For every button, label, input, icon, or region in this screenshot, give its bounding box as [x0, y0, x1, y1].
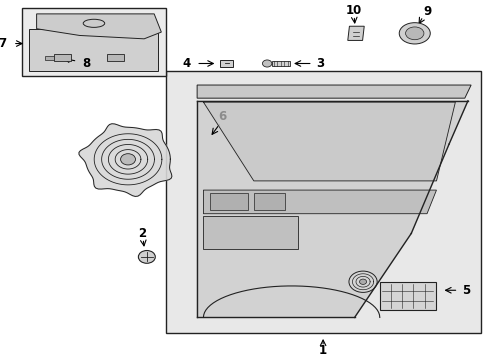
Polygon shape — [197, 101, 467, 318]
Text: 2: 2 — [138, 227, 146, 240]
Polygon shape — [347, 26, 364, 40]
Text: 1: 1 — [318, 345, 326, 357]
Polygon shape — [45, 56, 54, 60]
Polygon shape — [203, 102, 454, 181]
Polygon shape — [29, 29, 158, 71]
Polygon shape — [79, 124, 172, 197]
Bar — [379, 282, 435, 310]
Circle shape — [121, 154, 135, 165]
Circle shape — [138, 251, 155, 263]
Polygon shape — [203, 190, 436, 214]
Bar — [22, 9, 165, 76]
Text: 7: 7 — [0, 37, 6, 50]
Polygon shape — [203, 216, 297, 249]
Ellipse shape — [398, 23, 429, 44]
Text: 4: 4 — [183, 57, 190, 70]
Bar — [165, 71, 480, 333]
Circle shape — [359, 279, 366, 284]
Text: 5: 5 — [461, 284, 469, 297]
Ellipse shape — [405, 27, 423, 40]
Polygon shape — [37, 14, 161, 39]
Bar — [220, 60, 233, 67]
Text: 10: 10 — [345, 4, 361, 17]
Text: 8: 8 — [81, 57, 90, 69]
Text: 6: 6 — [218, 110, 226, 123]
Bar — [209, 193, 247, 210]
Polygon shape — [107, 54, 124, 61]
Circle shape — [262, 60, 271, 67]
Polygon shape — [54, 54, 71, 61]
Bar — [271, 60, 289, 66]
Circle shape — [348, 271, 376, 292]
Bar — [253, 193, 285, 210]
Polygon shape — [197, 85, 470, 98]
Text: 3: 3 — [316, 57, 324, 70]
Text: 9: 9 — [423, 5, 431, 18]
